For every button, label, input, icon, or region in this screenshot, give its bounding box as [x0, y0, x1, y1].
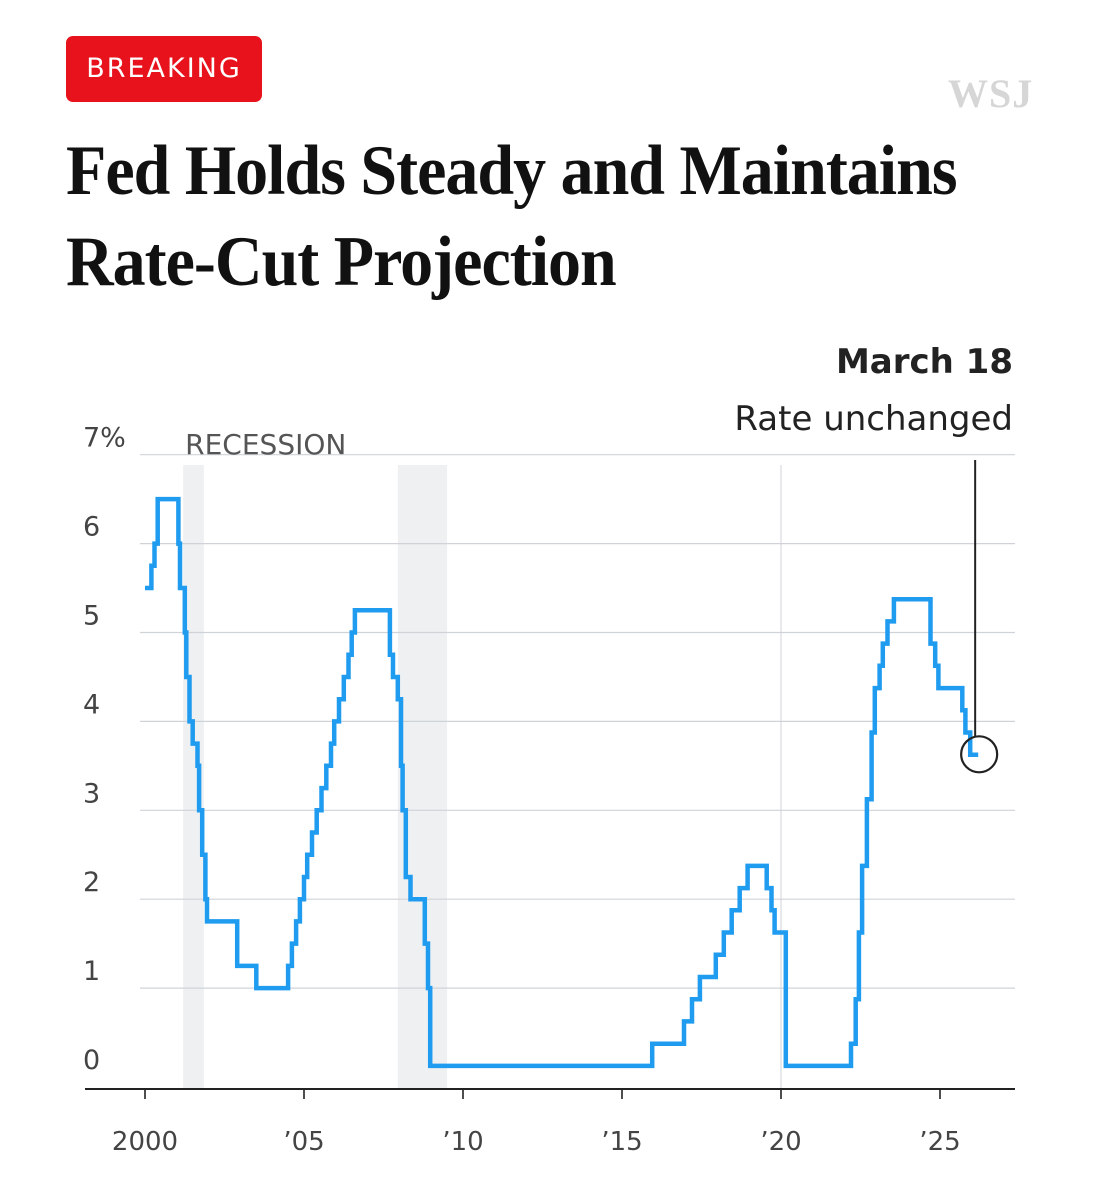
y-tick-label-0: 0 [83, 1045, 100, 1076]
y-tick-label-7: 7% [83, 423, 126, 454]
gridlines [85, 454, 1015, 1099]
y-tick-label-2: 2 [83, 867, 100, 898]
x-tick-label-2025: ’25 [919, 1127, 960, 1157]
recession-band-1 [183, 465, 204, 1089]
march-18-annotation: March 18 Rate unchanged [734, 342, 1013, 774]
y-tick-label-6: 6 [83, 512, 100, 543]
wsj-logo: WSJ [948, 71, 1034, 116]
x-tick-label-2015: ’15 [601, 1127, 642, 1157]
breaking-badge: BREAKING [66, 36, 262, 102]
annotation-circle [960, 735, 999, 774]
y-tick-label-1: 1 [83, 956, 100, 987]
annotation-title: March 18 [836, 342, 1013, 382]
x-tick-label-2020: ’20 [760, 1127, 801, 1157]
axis-labels: 7% 6 5 4 3 2 1 0 2000 ’05 ’10 ’15 ’20 ’25 RECESSION [83, 423, 961, 1157]
y-tick-label-3: 3 [83, 778, 100, 809]
x-tick-label-2005: ’05 [283, 1127, 324, 1157]
recession-bands [183, 465, 448, 1089]
headline: Fed Holds Steady and Maintains Rate-Cut … [66, 131, 958, 301]
y-tick-label-5: 5 [83, 601, 100, 632]
recession-label: RECESSION [185, 428, 346, 461]
rate-series [145, 496, 979, 1069]
recession-band-2 [397, 465, 448, 1089]
x-tick-label-2000: 2000 [112, 1127, 178, 1157]
rate-line [145, 496, 979, 1069]
annotation-subtitle: Rate unchanged [734, 399, 1013, 439]
y-tick-label-4: 4 [83, 689, 100, 720]
x-tick-label-2010: ’10 [442, 1127, 483, 1157]
